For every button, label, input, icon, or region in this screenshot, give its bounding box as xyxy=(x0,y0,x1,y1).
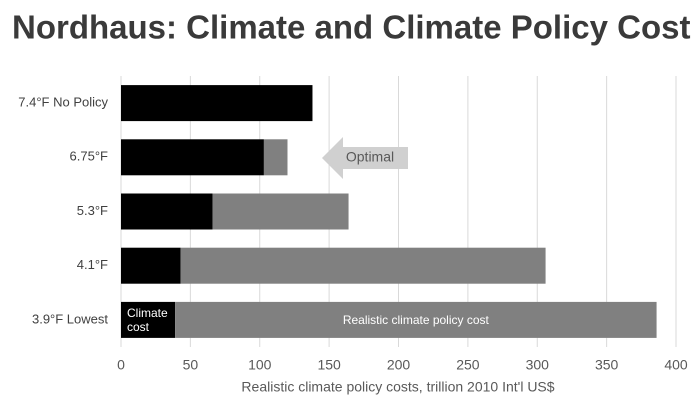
y-tick-label: 5.3°F xyxy=(77,203,108,218)
y-tick-label: 4.1°F xyxy=(77,257,108,272)
x-tick-label: 150 xyxy=(317,357,341,373)
x-tick-label: 100 xyxy=(248,357,272,373)
bar-segment xyxy=(121,193,213,230)
x-tick-label: 250 xyxy=(456,357,480,373)
bar-segment xyxy=(121,139,264,176)
y-tick-label: 7.4°F No Policy xyxy=(18,95,108,110)
series-label-box: Realistic climate policy cost xyxy=(342,312,489,327)
x-axis-label: Realistic climate policy costs, trillion… xyxy=(241,379,554,395)
series-label: Realistic climate policy cost xyxy=(342,312,489,327)
bar-segment xyxy=(180,247,546,284)
chart-title: Nordhaus: Climate and Climate Policy Cos… xyxy=(12,9,690,46)
bar-segment xyxy=(121,301,176,338)
series-label: Climate cost xyxy=(127,305,168,334)
optimal-arrow xyxy=(322,137,408,179)
x-tick-label: 200 xyxy=(387,357,411,373)
bar-segment xyxy=(121,85,313,122)
bar-segment xyxy=(212,193,349,230)
x-tick-label: 350 xyxy=(595,357,619,373)
y-tick-label: 3.9°F Lowest xyxy=(32,311,108,326)
bar-segment xyxy=(263,139,288,176)
series-label-box: Climate cost xyxy=(127,305,168,334)
x-tick-label: 300 xyxy=(526,357,550,373)
bar-segment xyxy=(121,247,181,284)
x-tick-label: 0 xyxy=(117,357,125,373)
y-tick-label: 6.75°F xyxy=(70,149,109,164)
annotation: Optimal xyxy=(346,149,394,165)
bar-segment xyxy=(175,301,657,338)
x-tick-label: 50 xyxy=(183,357,199,373)
x-tick-label: 400 xyxy=(664,357,688,373)
